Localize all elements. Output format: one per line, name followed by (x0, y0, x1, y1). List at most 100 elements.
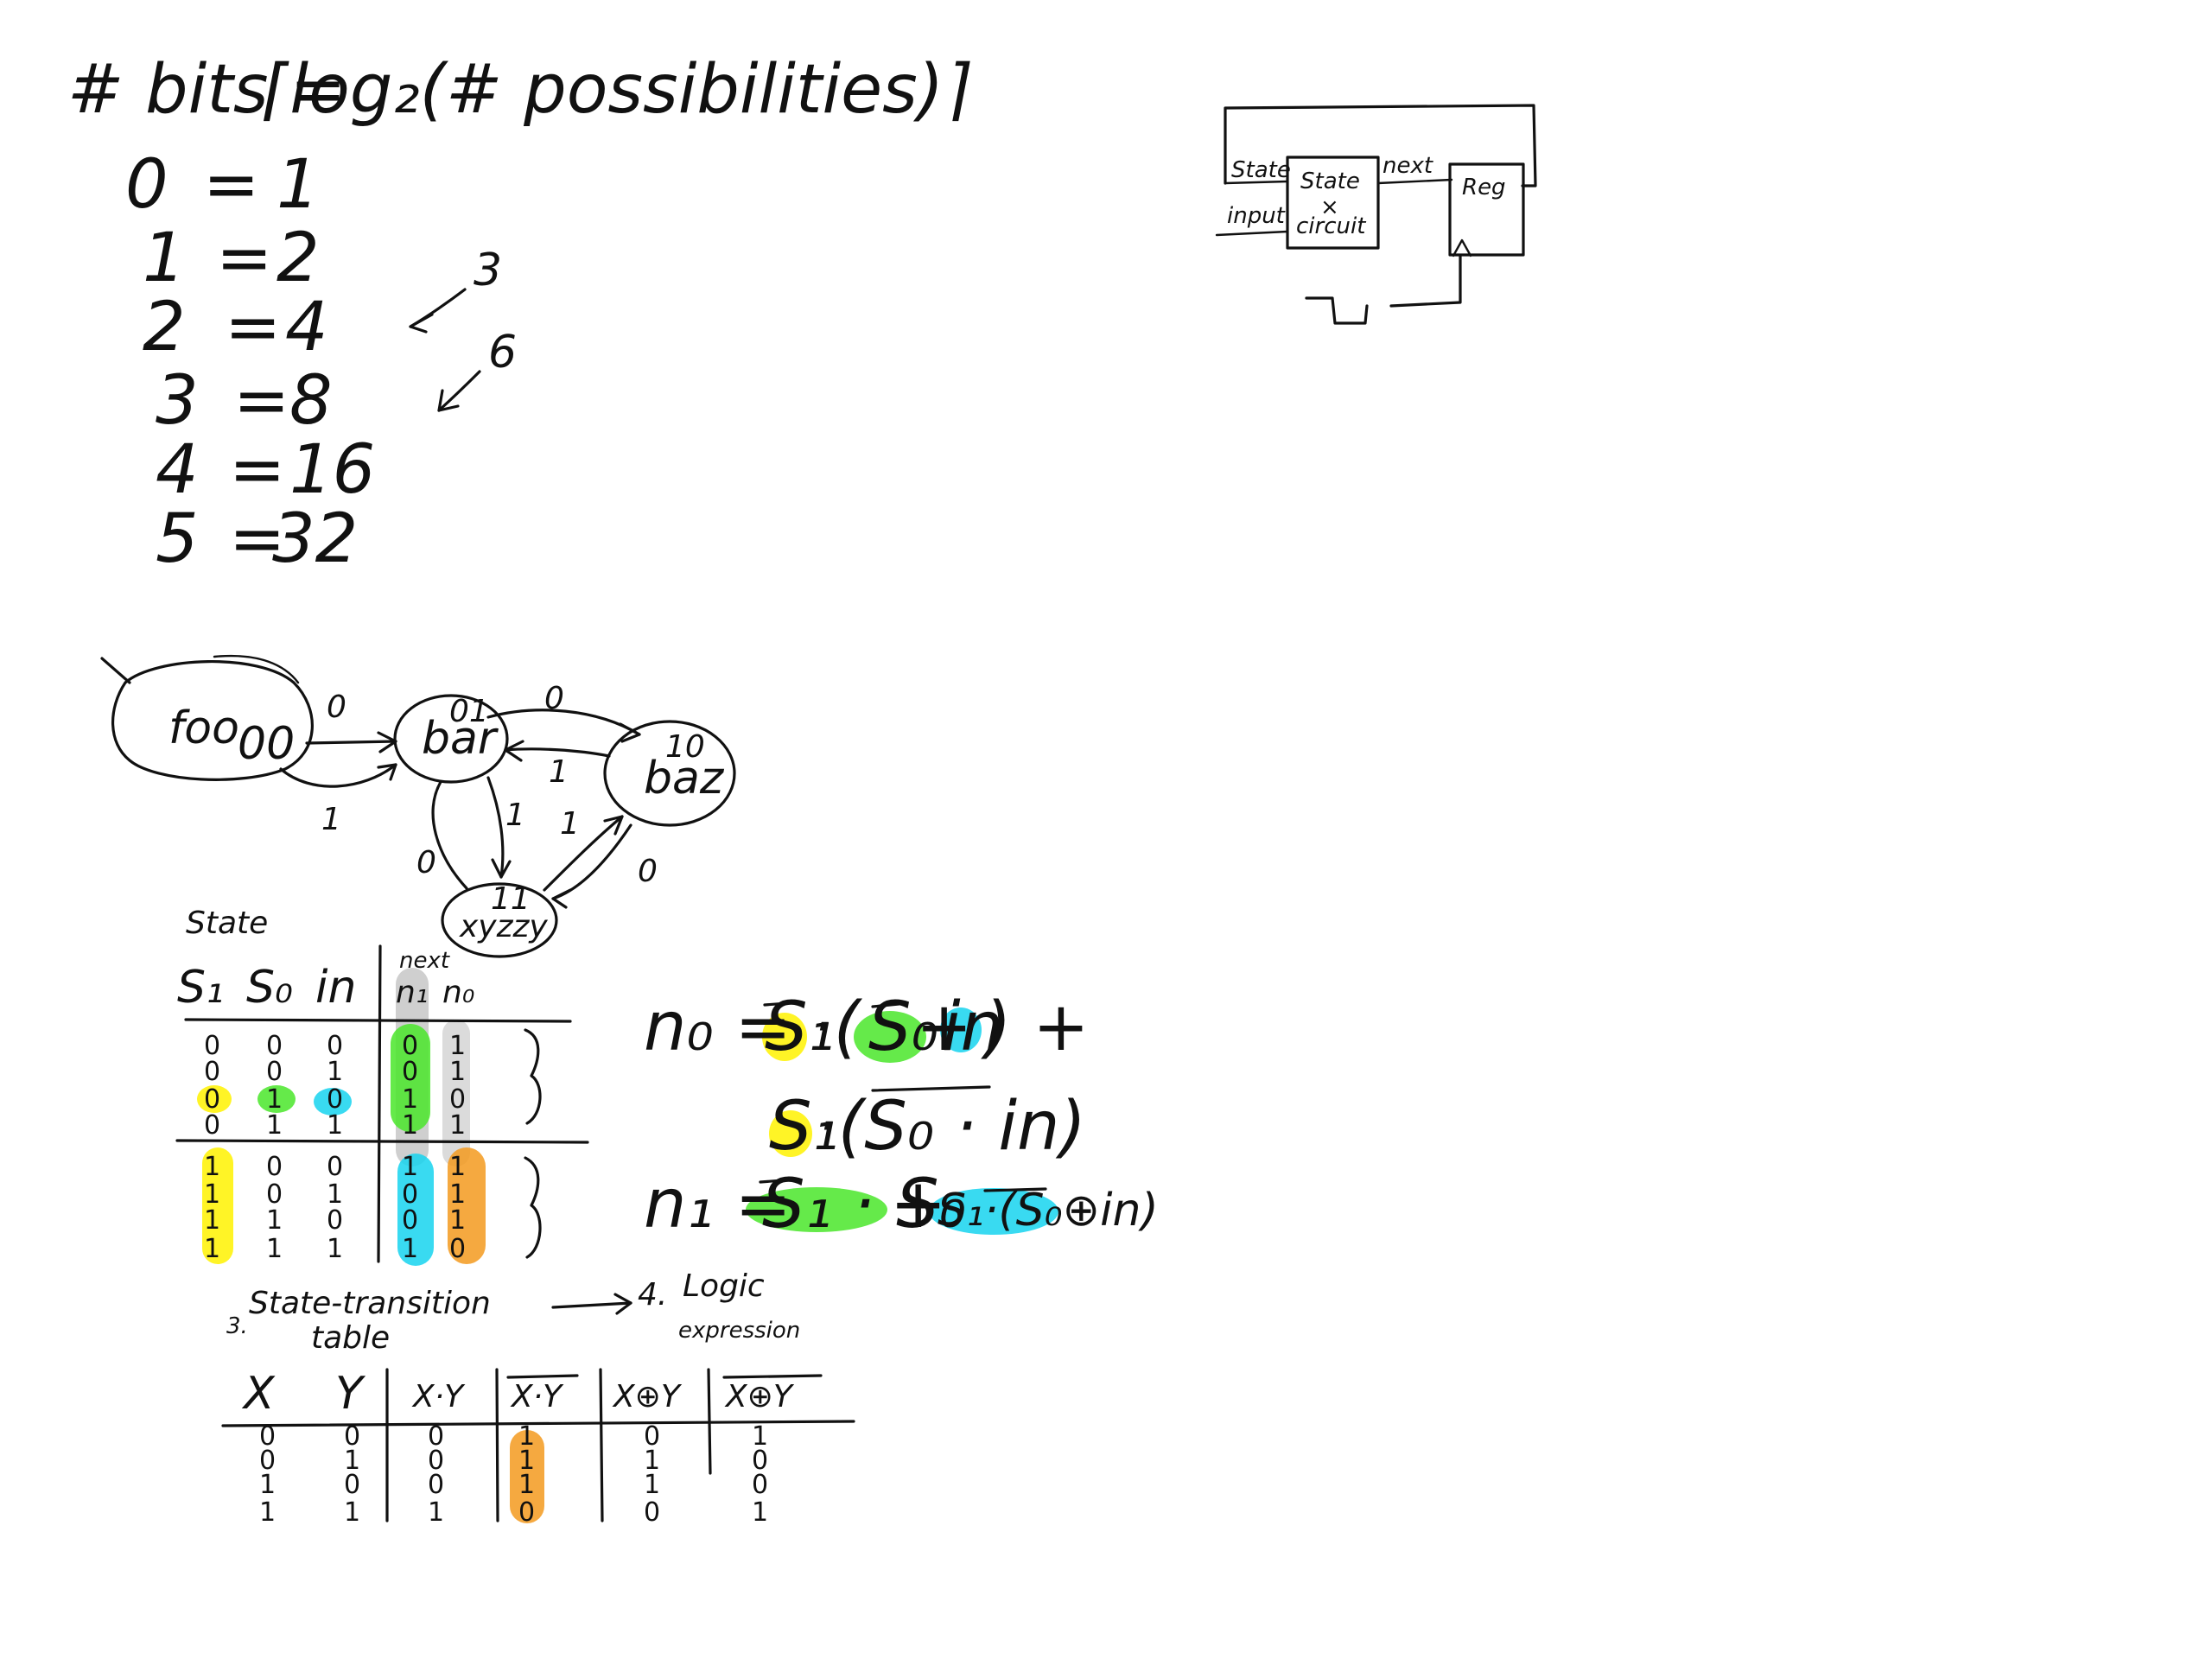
bits-table: 0 = 1 1 = 2 2 = 4 3 = 8 4 = 16 5 = 32 (125, 146, 517, 578)
state-node-xyzzy (441, 882, 558, 958)
truth-table-cell: 1 (518, 1470, 535, 1500)
table-cell: 0 (266, 1057, 283, 1087)
column-header: in (315, 962, 356, 1014)
bits-possibilities: 1 (276, 146, 320, 224)
column-divider (495, 1368, 499, 1522)
bits-formula-lhs: # bits = (67, 51, 346, 129)
table-cell: 0 (204, 1031, 220, 1061)
table-cell: 1 (402, 1152, 418, 1182)
brace-icon (524, 1028, 542, 1125)
bits-count: 1 (143, 219, 186, 297)
edge-label: 1 (505, 798, 525, 833)
caption-next-line-2: expression (678, 1318, 800, 1344)
state-name: baz (644, 753, 725, 804)
arrowhead-icon (613, 1293, 632, 1315)
table-cell: 1 (204, 1152, 220, 1182)
header-rule (184, 1018, 572, 1023)
highlight-dot (257, 1085, 296, 1113)
truth-table-cell: 1 (644, 1446, 660, 1476)
caption-line-2: table (311, 1320, 390, 1356)
edge-label: 0 (638, 854, 658, 889)
n0-term: in (942, 988, 1003, 1066)
bits-count: 0 (125, 146, 168, 224)
column-header: X (241, 1368, 276, 1420)
table-cell: 1 (449, 1152, 466, 1182)
table-cell: 0 (327, 1084, 343, 1115)
table-cell: 1 (402, 1084, 418, 1115)
highlight-in (940, 1007, 982, 1052)
state-node-bar (393, 694, 509, 784)
column-divider (377, 944, 382, 1263)
bits-equals: = (225, 289, 281, 366)
table-cell: 1 (449, 1110, 466, 1141)
highlight-orange (510, 1430, 544, 1523)
transition-arrow (543, 815, 624, 892)
truth-table-cell: 0 (428, 1421, 444, 1452)
column-header: X·Y (510, 1379, 564, 1414)
input-wire (1215, 230, 1289, 237)
node-outline-stroke (213, 654, 300, 684)
truth-table-cell: 0 (259, 1446, 276, 1476)
fsm-diagram: foo 00 01 bar 10 baz 11 xyzzy 0 1 0 1 1 … (100, 654, 736, 958)
truth-table-cell: 0 (344, 1421, 360, 1452)
arrowhead-icon (437, 389, 460, 412)
brace-icon (524, 1156, 542, 1259)
bits-row: 1 = 2 (143, 219, 320, 297)
overbar (983, 1187, 1047, 1192)
bits-row: 3 = 8 (156, 362, 333, 440)
state-code: 00 (238, 718, 295, 770)
bits-possibilities: 32 (272, 500, 358, 578)
highlight-s1 (769, 1110, 812, 1157)
edge-label: 0 (327, 690, 346, 725)
table-cell: 1 (266, 1205, 283, 1236)
transition-arrow (305, 740, 397, 745)
arrowhead-icon (619, 722, 641, 743)
n1-term: S₁·(S₀⊕in) (938, 1185, 1159, 1236)
column-header: X·Y (411, 1379, 466, 1414)
next-header: next (399, 948, 450, 974)
edge-label: 0 (544, 681, 564, 716)
arrowhead-icon (377, 731, 397, 753)
n0-lhs: n₀ = (644, 988, 791, 1066)
state-node-foo (111, 660, 314, 781)
overbar (763, 1001, 801, 1007)
arrowhead-icon (551, 888, 572, 909)
logic-equations: n₀ = S₁ ·( S₀ + in ) + S₁ ·(S₀ · in) n₁ … (644, 988, 1159, 1243)
table-cell: 0 (402, 1205, 418, 1236)
bits-row: 4 = 16 (156, 431, 375, 509)
truth-table-cell: 0 (344, 1470, 360, 1500)
table-cell: 1 (266, 1234, 283, 1264)
bits-equals: = (229, 431, 285, 509)
bits-row: 2 = 4 (143, 289, 328, 366)
register-label: Reg (1462, 175, 1506, 200)
bits-possibilities: 8 (289, 362, 333, 440)
truth-table-cell: 0 (428, 1470, 444, 1500)
input-wire-label: input (1227, 203, 1286, 229)
highlight-dot (197, 1085, 232, 1113)
bits-possibilities: 4 (285, 289, 328, 366)
truth-table: X Y X·Y X·Y X⊕Y X⊕Y 0 0 0 1 0 10 1 0 1 1 01 0 0 1 1 01 1… (221, 1368, 855, 1528)
table-cell: 1 (266, 1110, 283, 1141)
bits-equals: = (216, 219, 272, 297)
column-header: n₀ (442, 975, 474, 1010)
caption-next-line-1: Logic (683, 1268, 765, 1304)
bits-possibilities: 2 (276, 219, 320, 297)
truth-table-cell: 1 (428, 1497, 444, 1528)
truth-table-cell: 1 (259, 1470, 276, 1500)
table-cell: 1 (266, 1084, 283, 1115)
state-code: 11 (491, 881, 531, 917)
n1-plus: + (890, 1166, 946, 1243)
state-name: foo (168, 702, 239, 754)
next-wire (1376, 178, 1453, 185)
table-cell: 1 (402, 1110, 418, 1141)
highlight-not-s1-s0 (746, 1187, 887, 1232)
table-cell: 1 (449, 1031, 466, 1061)
transition-arrow (486, 776, 505, 879)
circuit-diagram: State × circuit State input next Reg (1215, 104, 1537, 325)
table-cell: 1 (402, 1234, 418, 1264)
column-divider (707, 1368, 712, 1475)
caption-number: 3. (226, 1313, 248, 1339)
highlight-yellow (202, 1147, 233, 1264)
bits-equals: = (203, 146, 259, 224)
overbar (871, 1085, 991, 1092)
